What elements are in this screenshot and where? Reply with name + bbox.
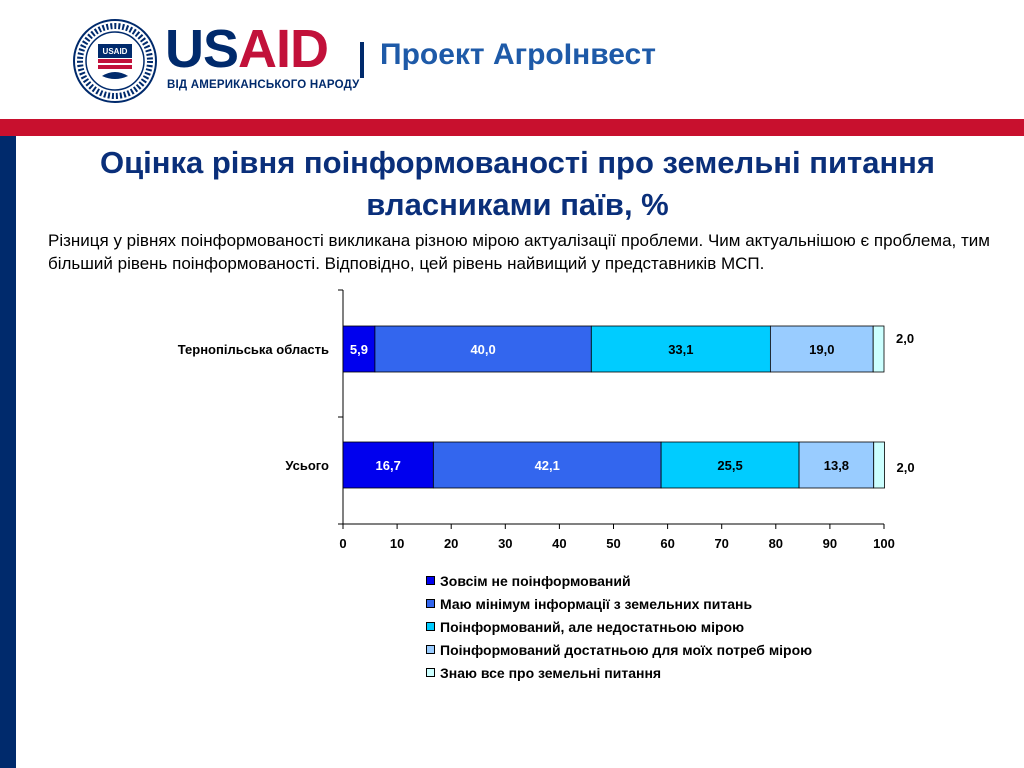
- data-label: 16,7: [376, 458, 401, 473]
- category-label: Усього: [285, 458, 329, 473]
- bar-segment: [874, 442, 885, 488]
- legend-item: Зовсім не поінформований: [426, 569, 812, 592]
- legend-label: Поінформований, але недостатньою мірою: [440, 619, 744, 635]
- data-label: 42,1: [535, 458, 560, 473]
- project-name: Проект АгроІнвест: [380, 38, 656, 72]
- red-band: [0, 119, 1024, 136]
- legend-item: Маю мінімум інформації з земельних питан…: [426, 592, 812, 615]
- x-tick-label: 40: [552, 536, 566, 551]
- brand-us: US: [165, 19, 238, 79]
- data-label: 33,1: [668, 342, 693, 357]
- x-tick-label: 10: [390, 536, 404, 551]
- x-tick-label: 80: [769, 536, 783, 551]
- data-label: 2,0: [897, 460, 915, 475]
- x-tick-label: 70: [714, 536, 728, 551]
- svg-text:USAID: USAID: [103, 47, 128, 56]
- legend-swatch: [426, 668, 435, 677]
- legend-label: Маю мінімум інформації з земельних питан…: [440, 596, 752, 612]
- legend-label: Знаю все про земельні питання: [440, 665, 661, 681]
- bar-segment: [873, 326, 884, 372]
- data-label: 19,0: [809, 342, 834, 357]
- legend-swatch: [426, 599, 435, 608]
- usaid-seal-icon: USAID: [72, 18, 158, 104]
- x-tick-label: 20: [444, 536, 458, 551]
- stacked-bar-chart: 0 10 20 30 40 50 60 70 80 90 100 Тернопільська обла…: [0, 280, 1024, 565]
- legend-swatch: [426, 622, 435, 631]
- data-label: 25,5: [717, 458, 742, 473]
- chart-legend: Зовсім не поінформований Маю мінімум інфо…: [426, 569, 812, 684]
- legend-item: Поінформований, але недостатньою мірою: [426, 615, 812, 638]
- legend-label: Зовсім не поінформований: [440, 573, 631, 589]
- category-label: Тернопільська область: [178, 342, 329, 357]
- data-label: 40,0: [470, 342, 495, 357]
- data-label: 2,0: [896, 331, 914, 346]
- slide-subtitle: Різниця у рівнях поінформованості виклик…: [48, 229, 998, 275]
- x-tick-label: 50: [606, 536, 620, 551]
- legend-item: Знаю все про земельні питання: [426, 661, 812, 684]
- x-tick-label: 30: [498, 536, 512, 551]
- legend-swatch: [426, 645, 435, 654]
- data-label: 5,9: [350, 342, 368, 357]
- usaid-tagline: ВІД АМЕРИКАНСЬКОГО НАРОДУ: [167, 79, 359, 91]
- header-divider: [360, 42, 364, 78]
- usaid-wordmark: USAID: [165, 22, 328, 76]
- x-tick-label: 90: [823, 536, 837, 551]
- slide-title: Оцінка рівня поінформованості про земель…: [30, 142, 1005, 226]
- data-label: 13,8: [824, 458, 849, 473]
- legend-label: Поінформований достатньою для моїх потре…: [440, 642, 812, 658]
- header-banner: USAID USAID ВІД АМЕРИКАНСЬКОГО НАРОДУ Пр…: [0, 0, 1024, 118]
- brand-aid: AID: [238, 19, 328, 79]
- x-tick-label: 100: [873, 536, 895, 551]
- legend-swatch: [426, 576, 435, 585]
- legend-item: Поінформований достатньою для моїх потре…: [426, 638, 812, 661]
- x-tick-label: 60: [660, 536, 674, 551]
- x-tick-label: 0: [339, 536, 346, 551]
